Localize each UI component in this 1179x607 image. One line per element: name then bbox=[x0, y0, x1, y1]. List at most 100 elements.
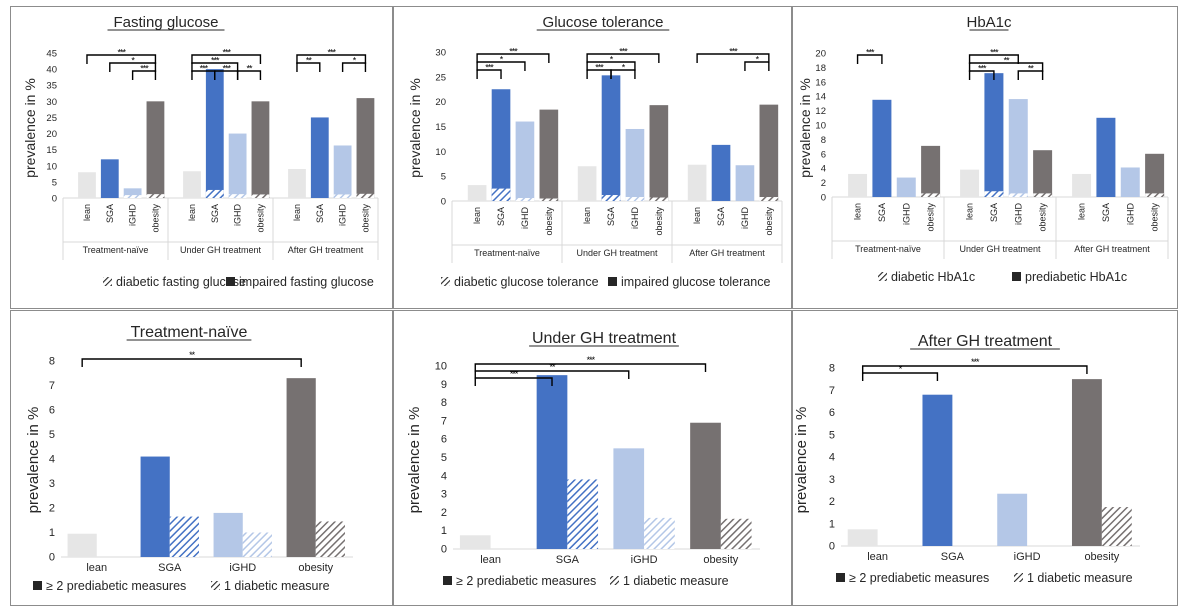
panel-frame bbox=[792, 310, 1178, 606]
significance-label: *** bbox=[327, 48, 336, 58]
bar-lean bbox=[183, 171, 201, 198]
category-label: iGHD bbox=[520, 207, 530, 229]
legend-label: diabetic glucose tolerance bbox=[454, 275, 599, 289]
y-tick-label: 25 bbox=[46, 113, 57, 124]
significance-bracket bbox=[610, 69, 636, 79]
y-tick-label: 6 bbox=[821, 149, 826, 160]
bar-iGHD bbox=[613, 448, 645, 549]
y-tick-label: 5 bbox=[441, 452, 447, 464]
legend-label: ≥ 2 prediabetic measures bbox=[849, 571, 989, 585]
y-tick-label: 7 bbox=[441, 415, 447, 427]
y-tick-label: 10 bbox=[435, 361, 447, 373]
y-tick-label: 10 bbox=[435, 147, 446, 158]
bar-hatched-iGHD bbox=[515, 198, 535, 201]
bar-SGA bbox=[601, 75, 621, 201]
bar-hatched-obesity bbox=[649, 197, 669, 201]
group-label: Treatment-naïve bbox=[474, 248, 540, 258]
y-tick-label: 0 bbox=[441, 544, 447, 556]
chart-panel-2: Glucose tolerance prevalence in % 0 5 10 15 20… bbox=[407, 14, 783, 289]
bar-hatched-SGA bbox=[984, 191, 1004, 197]
category-label: obesity bbox=[764, 207, 774, 236]
bar-iGHD bbox=[1120, 167, 1140, 197]
chart-title: HbA1c bbox=[966, 14, 1012, 31]
significance-label: *** bbox=[509, 47, 518, 57]
category-label: SGA bbox=[210, 204, 220, 223]
bar-obesity bbox=[1033, 150, 1053, 197]
category-label: iGHD bbox=[901, 203, 911, 225]
significance-bracket bbox=[296, 62, 321, 72]
category-label: iGHD bbox=[1014, 551, 1041, 563]
y-tick-label: 12 bbox=[815, 106, 826, 117]
significance-label: *** bbox=[866, 48, 875, 58]
significance-label: *** bbox=[211, 56, 220, 66]
bar-obesity bbox=[146, 101, 165, 198]
y-tick-label: 8 bbox=[821, 135, 826, 146]
category-label: lean bbox=[1077, 203, 1087, 220]
y-tick-label: 2 bbox=[821, 178, 826, 189]
significance-bracket bbox=[1017, 70, 1044, 80]
significance-bracket bbox=[861, 372, 939, 381]
significance-label: *** bbox=[140, 64, 149, 74]
y-tick-label: 20 bbox=[815, 49, 826, 60]
category-label: iGHD bbox=[1125, 203, 1135, 225]
significance-label: *** bbox=[510, 369, 519, 379]
bar-hatched-obesity bbox=[146, 194, 165, 198]
group-label: After GH treatment bbox=[689, 248, 765, 258]
legend-swatch-hatched bbox=[211, 581, 220, 590]
category-label: lean bbox=[292, 204, 302, 221]
y-tick-label: 0 bbox=[49, 552, 55, 564]
y-tick-label: 16 bbox=[815, 77, 826, 88]
bar-lean bbox=[1072, 173, 1092, 197]
bar-lean bbox=[467, 185, 487, 201]
category-label: obesity bbox=[654, 207, 664, 236]
category-label: obesity bbox=[298, 562, 333, 574]
significance-label: *** bbox=[117, 48, 126, 58]
significance-label: *** bbox=[200, 64, 209, 74]
group-label: After GH treatment bbox=[1074, 244, 1150, 254]
chart-panel-3: HbA1c prevalence in % 0 2 4 6 8 10 12 14 16 18 20 lea… bbox=[797, 14, 1169, 284]
panel-frame bbox=[393, 6, 792, 309]
y-tick-label: 25 bbox=[435, 72, 446, 83]
legend-swatch-solid bbox=[1012, 272, 1021, 281]
y-tick-label: 1 bbox=[829, 518, 835, 530]
legend-swatch-hatched bbox=[103, 277, 112, 286]
y-tick-label: 15 bbox=[435, 122, 446, 133]
bar-hatched-SGA bbox=[567, 479, 599, 549]
bar-iGHD bbox=[228, 133, 247, 198]
significance-label: ** bbox=[247, 64, 254, 74]
legend-swatch-solid bbox=[33, 581, 42, 590]
legend-swatch-hatched bbox=[441, 277, 450, 286]
bar-iGHD bbox=[123, 188, 142, 198]
y-axis-label: prevalence in % bbox=[22, 78, 38, 178]
bar-lean bbox=[288, 169, 306, 198]
significance-bracket bbox=[474, 377, 553, 386]
y-tick-label: 4 bbox=[49, 454, 55, 466]
significance-label: *** bbox=[619, 47, 628, 57]
category-label: SGA bbox=[105, 204, 115, 223]
significance-label: * bbox=[131, 56, 135, 66]
bar-hatched-obesity bbox=[539, 198, 559, 201]
bar-hatched-obesity bbox=[720, 518, 752, 549]
category-label: obesity bbox=[926, 203, 936, 232]
significance-label: ** bbox=[306, 56, 313, 66]
bar-lean bbox=[687, 164, 707, 201]
legend-swatch-hatched bbox=[1014, 573, 1023, 582]
panel-frame bbox=[10, 6, 393, 309]
bar-obesity bbox=[1145, 153, 1165, 197]
group-label: Under GH treatment bbox=[959, 244, 1041, 254]
category-label: lean bbox=[965, 203, 975, 220]
bar-hatched-SGA bbox=[169, 516, 199, 557]
significance-bracket bbox=[586, 61, 636, 71]
bar-obesity bbox=[921, 145, 941, 197]
panel-frame bbox=[10, 310, 393, 606]
y-tick-label: 7 bbox=[829, 385, 835, 397]
bar-lean bbox=[847, 529, 878, 546]
y-tick-label: 2 bbox=[49, 503, 55, 515]
legend-label: ≥ 2 prediabetic measures bbox=[46, 579, 186, 593]
bar-hatched-obesity bbox=[1033, 193, 1053, 197]
bar-lean bbox=[960, 169, 980, 197]
y-tick-label: 4 bbox=[821, 164, 826, 175]
y-tick-label: 2 bbox=[441, 507, 447, 519]
bar-obesity bbox=[690, 422, 721, 549]
